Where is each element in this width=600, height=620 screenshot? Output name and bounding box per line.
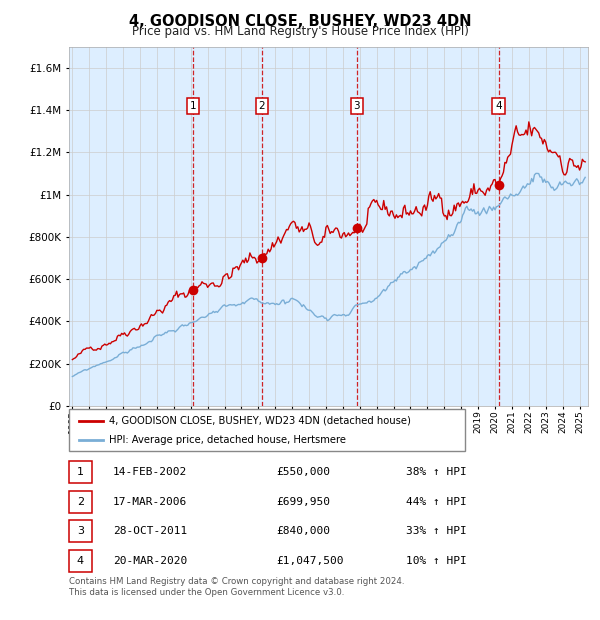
Text: £550,000: £550,000 [277, 467, 331, 477]
FancyBboxPatch shape [69, 461, 92, 483]
FancyBboxPatch shape [69, 409, 465, 451]
Text: 1: 1 [77, 467, 84, 477]
FancyBboxPatch shape [69, 520, 92, 542]
Text: £699,950: £699,950 [277, 497, 331, 507]
Text: £1,047,500: £1,047,500 [277, 556, 344, 566]
Text: 20-MAR-2020: 20-MAR-2020 [113, 556, 187, 566]
Text: 4, GOODISON CLOSE, BUSHEY, WD23 4DN (detached house): 4, GOODISON CLOSE, BUSHEY, WD23 4DN (det… [109, 415, 410, 425]
Text: HPI: Average price, detached house, Hertsmere: HPI: Average price, detached house, Hert… [109, 435, 346, 445]
Text: 38% ↑ HPI: 38% ↑ HPI [406, 467, 467, 477]
FancyBboxPatch shape [69, 550, 92, 572]
Text: 2: 2 [259, 101, 265, 111]
Text: £840,000: £840,000 [277, 526, 331, 536]
Text: 3: 3 [77, 526, 84, 536]
Text: 28-OCT-2011: 28-OCT-2011 [113, 526, 187, 536]
Text: 2: 2 [77, 497, 84, 507]
Text: 4: 4 [77, 556, 84, 566]
Text: 3: 3 [353, 101, 360, 111]
Text: 1: 1 [190, 101, 196, 111]
FancyBboxPatch shape [69, 490, 92, 513]
Text: Price paid vs. HM Land Registry's House Price Index (HPI): Price paid vs. HM Land Registry's House … [131, 25, 469, 38]
Text: Contains HM Land Registry data © Crown copyright and database right 2024.
This d: Contains HM Land Registry data © Crown c… [69, 577, 404, 596]
Text: 10% ↑ HPI: 10% ↑ HPI [406, 556, 467, 566]
Text: 17-MAR-2006: 17-MAR-2006 [113, 497, 187, 507]
Text: 4: 4 [495, 101, 502, 111]
Text: 44% ↑ HPI: 44% ↑ HPI [406, 497, 467, 507]
Text: 14-FEB-2002: 14-FEB-2002 [113, 467, 187, 477]
Text: 4, GOODISON CLOSE, BUSHEY, WD23 4DN: 4, GOODISON CLOSE, BUSHEY, WD23 4DN [129, 14, 471, 29]
Text: 33% ↑ HPI: 33% ↑ HPI [406, 526, 467, 536]
